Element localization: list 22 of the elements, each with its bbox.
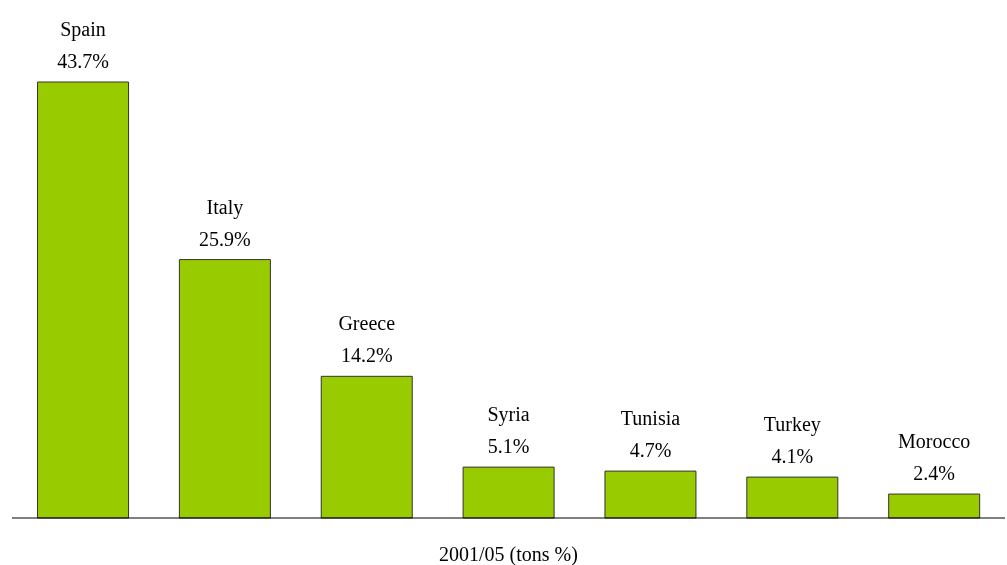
data-label: 4.1% (771, 445, 814, 468)
data-label: 2.4% (913, 462, 956, 485)
data-label: 5.1% (487, 435, 530, 458)
x-tick-label: Turkey (763, 413, 821, 437)
data-label: 14.2% (340, 344, 393, 367)
bar (746, 476, 839, 519)
x-tick-label: Italy (206, 195, 244, 219)
bar (462, 466, 555, 519)
x-axis-title: 2001/05 (tons %) (439, 543, 578, 565)
data-label: 4.7% (629, 439, 672, 462)
x-tick-label: Syria (487, 403, 530, 427)
x-tick-label: Tunisia (620, 407, 681, 430)
data-label: 43.7% (57, 50, 109, 72)
x-tick-label: Greece (338, 312, 396, 335)
bar (178, 259, 271, 519)
bar (37, 81, 130, 519)
x-tick-label: Morocco (898, 430, 971, 453)
bar (888, 493, 981, 519)
x-tick-label: Spain (60, 18, 106, 41)
bar (604, 470, 697, 519)
bar (320, 375, 413, 519)
data-label: 25.9% (199, 227, 251, 250)
